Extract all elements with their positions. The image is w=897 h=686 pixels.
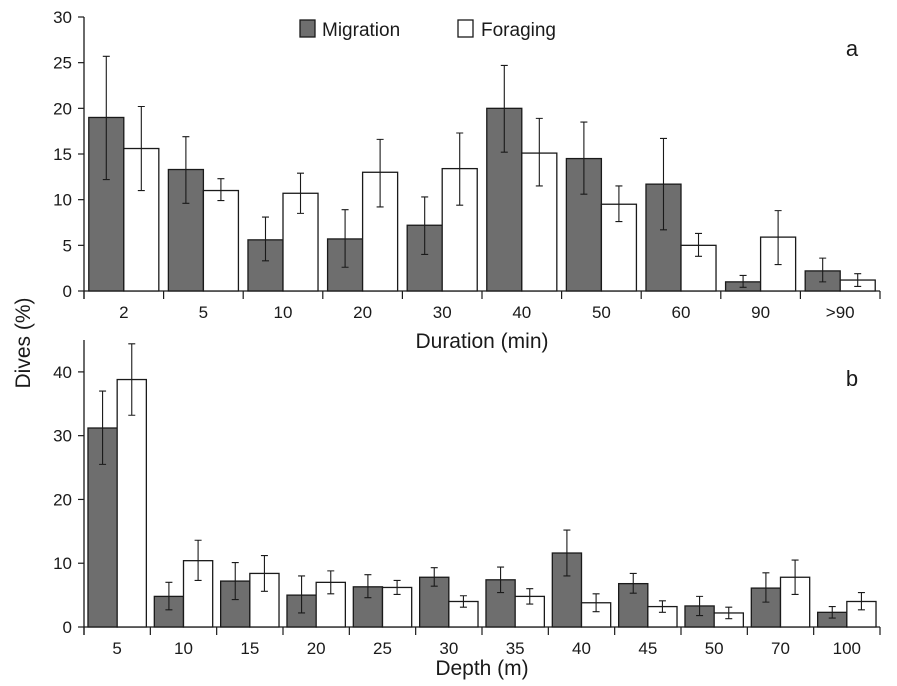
error-bar-a-foraging-0 <box>137 105 145 192</box>
error-bar-b-migration-1 <box>165 581 173 611</box>
x-tick-label-b-8: 45 <box>638 639 657 658</box>
error-bar-a-migration-0 <box>102 55 110 181</box>
x-tick-label-b-10: 70 <box>771 639 790 658</box>
error-bar-b-migration-5 <box>430 567 438 587</box>
x-tick-label-a-2: 10 <box>274 303 293 322</box>
error-bar-a-migration-8 <box>739 274 747 288</box>
error-bar-b-foraging-1 <box>194 539 202 581</box>
error-bar-a-foraging-6 <box>615 185 623 223</box>
error-bar-a-foraging-4 <box>456 132 464 206</box>
y-tick-label-a-1: 5 <box>63 236 72 255</box>
panel-label-b: b <box>846 366 858 391</box>
error-bar-b-foraging-11 <box>857 592 865 611</box>
y-tick-label-b-3: 30 <box>53 427 72 446</box>
x-tick-label-a-7: 60 <box>672 303 691 322</box>
x-tick-label-a-6: 50 <box>592 303 611 322</box>
y-tick-label-a-3: 15 <box>53 145 72 164</box>
x-tick-label-b-1: 10 <box>174 639 193 658</box>
y-tick-label-a-5: 25 <box>53 54 72 73</box>
error-bar-b-foraging-4 <box>393 579 401 596</box>
error-bar-a-foraging-7 <box>695 232 703 257</box>
y-tick-label-b-2: 20 <box>53 490 72 509</box>
x-axis-title-b: Depth (m) <box>435 657 528 680</box>
legend-swatch-migration <box>299 19 316 38</box>
error-bar-a-migration-6 <box>580 121 588 195</box>
y-tick-label-a-2: 10 <box>53 191 72 210</box>
x-tick-label-b-11: 100 <box>833 639 861 658</box>
error-bar-a-foraging-1 <box>217 178 225 202</box>
error-bar-b-migration-8 <box>629 572 637 594</box>
error-bar-b-migration-4 <box>364 574 372 599</box>
error-bar-b-migration-6 <box>497 566 505 594</box>
y-tick-label-a-0: 0 <box>63 282 72 301</box>
x-tick-label-b-6: 35 <box>506 639 525 658</box>
error-bar-a-foraging-3 <box>376 138 384 208</box>
x-tick-label-a-5: 40 <box>512 303 531 322</box>
y-tick-label-b-4: 40 <box>53 363 72 382</box>
legend-label-foraging: Foraging <box>481 20 556 41</box>
bar-a-foraging-1 <box>202 189 240 292</box>
error-bar-b-foraging-6 <box>526 588 534 605</box>
error-bar-b-migration-9 <box>696 595 704 617</box>
error-bar-b-foraging-3 <box>327 570 335 595</box>
error-bar-a-migration-4 <box>421 196 429 256</box>
panel-label-a: a <box>846 36 859 61</box>
x-tick-label-b-7: 40 <box>572 639 591 658</box>
legend: Migration Foraging <box>299 19 556 41</box>
bar-b-foraging-1 <box>182 560 214 628</box>
y-tick-label-b-1: 10 <box>53 554 72 573</box>
error-bar-b-foraging-0 <box>128 343 136 416</box>
error-bar-a-foraging-5 <box>535 117 543 187</box>
error-bar-b-foraging-8 <box>658 600 666 613</box>
error-bar-a-migration-9 <box>819 257 827 283</box>
error-bar-b-migration-3 <box>298 575 306 614</box>
bar-b-foraging-0 <box>116 378 148 628</box>
error-bar-a-migration-3 <box>341 209 349 268</box>
error-bar-a-migration-1 <box>182 136 190 204</box>
y-tick-label-a-6: 30 <box>53 8 72 27</box>
error-bar-b-foraging-10 <box>791 559 799 596</box>
legend-label-migration: Migration <box>322 20 400 41</box>
x-tick-label-b-9: 50 <box>705 639 724 658</box>
y-tick-label-a-4: 20 <box>53 99 72 118</box>
error-bar-b-migration-0 <box>99 390 107 465</box>
panel-b: 0 10 20 30 40 5 10 15 20 25 30 35 40 45 50 70 100 Depth (… <box>53 340 881 680</box>
shared-y-axis-title: Dives (%) <box>12 297 35 388</box>
x-tick-label-a-9: >90 <box>826 303 855 322</box>
x-tick-label-a-8: 90 <box>751 303 770 322</box>
x-tick-label-a-1: 5 <box>199 303 208 322</box>
error-bar-a-migration-2 <box>261 216 269 262</box>
x-tick-label-b-4: 25 <box>373 639 392 658</box>
x-tick-label-b-3: 20 <box>307 639 326 658</box>
error-bar-a-migration-7 <box>659 137 667 231</box>
error-bar-a-migration-5 <box>500 64 508 153</box>
error-bar-b-foraging-9 <box>725 606 733 620</box>
x-tick-label-b-0: 5 <box>112 639 121 658</box>
x-tick-label-a-3: 20 <box>353 303 372 322</box>
x-axis-title-a: Duration (min) <box>415 330 548 353</box>
error-bar-b-migration-11 <box>828 606 836 619</box>
x-tick-label-a-4: 30 <box>433 303 452 322</box>
error-bar-b-foraging-7 <box>592 593 600 613</box>
error-bar-a-foraging-8 <box>774 210 782 266</box>
y-tick-label-b-0: 0 <box>63 618 72 637</box>
error-bar-a-foraging-9 <box>854 273 862 287</box>
error-bar-b-foraging-5 <box>459 595 467 608</box>
error-bar-b-migration-7 <box>563 529 571 577</box>
bar-a-migration-1 <box>167 168 205 292</box>
error-bar-a-foraging-2 <box>297 172 305 214</box>
x-tick-label-a-0: 2 <box>119 303 128 322</box>
x-tick-label-b-2: 15 <box>240 639 259 658</box>
error-bar-b-migration-10 <box>762 572 770 603</box>
legend-swatch-foraging <box>457 19 474 38</box>
error-bar-b-foraging-2 <box>260 555 268 592</box>
error-bar-b-migration-2 <box>231 562 239 601</box>
x-tick-label-b-5: 30 <box>439 639 458 658</box>
